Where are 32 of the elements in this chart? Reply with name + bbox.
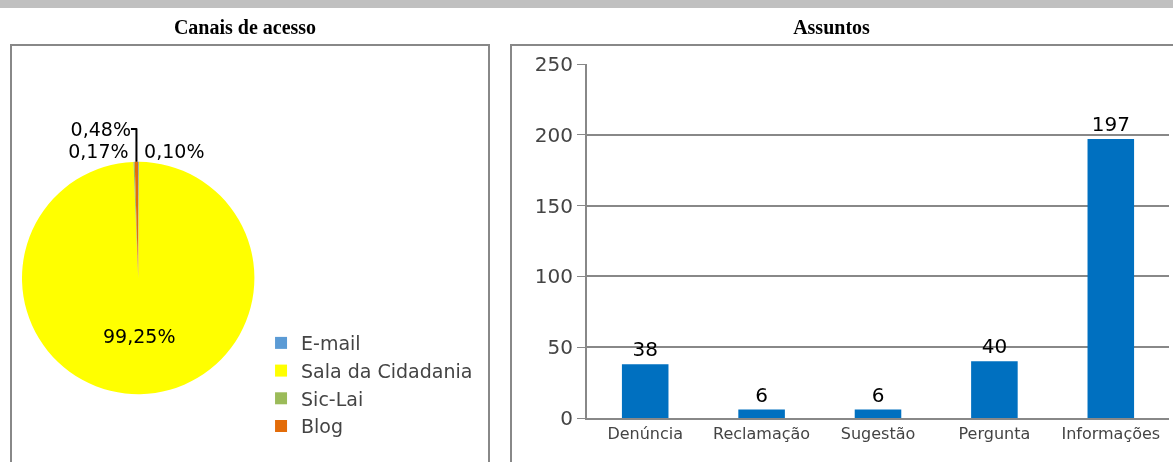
data-label: 0,48% [70,117,131,140]
data-label: 197 [1091,112,1130,137]
legend-label: Sala da Cidadania [301,360,473,382]
legend-label: Blog [301,415,344,438]
y-tick-label: 0 [560,406,573,430]
chart-title: Canais de acesso [172,16,318,39]
chart-title: Assuntos [792,16,871,39]
data-label: 99,25% [102,325,176,348]
data-label: 0,10% [144,139,205,162]
bar [971,361,1018,418]
y-tick-label: 100 [534,264,573,289]
data-label: 6 [755,382,768,407]
x-tick-label: Pergunta [958,424,1031,444]
legend-label: E-mail [301,332,361,355]
data-label: 6 [871,382,885,407]
pie-slice [22,161,255,395]
data-label: 40 [981,334,1008,359]
bar [738,409,785,418]
legend-label: Sic-Lai [301,387,364,410]
y-tick-label: 250 [534,52,573,76]
x-tick-label: Denúncia [607,424,684,444]
bar [854,409,902,418]
x-tick-label: Sugestão [840,424,916,444]
x-tick-label: Reclamação [713,424,811,444]
bar [1087,139,1135,418]
y-tick-label: 200 [534,122,573,147]
bar [621,364,669,418]
y-tick-label: 150 [534,193,573,218]
data-label: 38 [632,337,658,362]
data-label: 0,17% [68,139,129,162]
x-tick-label: Informações [1061,424,1161,444]
y-tick-label: 50 [547,335,573,360]
